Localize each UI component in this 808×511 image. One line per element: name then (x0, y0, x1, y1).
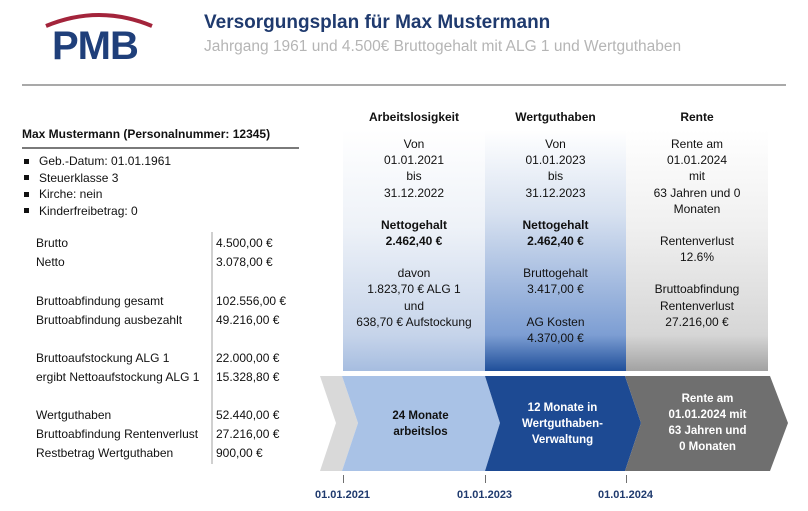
person-facts: Geb.-Datum: 01.01.1961 Steuerklasse 3 Ki… (22, 153, 171, 219)
fact-item: Steuerklasse 3 (22, 170, 171, 187)
financial-row: Restbetrag Wertguthaben 900,00 € (36, 446, 263, 460)
header-divider (22, 84, 786, 86)
segment-wertguthaben (485, 376, 641, 471)
financial-row: Bruttoabfindung ausbezahlt 49.216,00 € (36, 313, 280, 327)
financial-row: Netto 3.078,00 € (36, 255, 273, 269)
column-arbeitslosigkeit: Von 01.01.2021 bis 31.12.2022 Nettogehal… (343, 130, 485, 371)
details-block: Bruttoabfindung Rentenverlust 27.216,00 … (654, 282, 740, 329)
period-block: Von 01.01.2021 bis 31.12.2022 (383, 137, 445, 200)
segment-label-unemployment: 24 Monate arbeitslos (392, 410, 449, 438)
segment-label-rente: Rente am 01.01.2024 mit 63 Jahren und 0 … (668, 393, 747, 453)
timeline-tick (343, 475, 344, 483)
period-block: Von 01.01.2023 bis 31.12.2023 (525, 137, 586, 200)
logo-text: PMB (52, 24, 139, 68)
financials-divider (211, 232, 213, 464)
page-title: Versorgungsplan für Max Mustermann (204, 12, 551, 33)
tick-label-2024: 01.01.2024 (598, 489, 654, 501)
financial-row: Bruttoabfindung gesamt 102.556,00 € (36, 294, 287, 308)
column-heading-rente: Rente (680, 110, 714, 124)
details-block: davon 1.823,70 € ALG 1 und 638,70 € Aufs… (356, 266, 472, 329)
page-subtitle: Jahrgang 1961 und 4.500€ Bruttogehalt mi… (204, 38, 682, 55)
column-heading-arbeitslosigkeit: Arbeitslosigkeit (368, 110, 460, 124)
period-block: Rente am 01.01.2024 mit 63 Jahren und 0 … (653, 137, 741, 216)
chevron-start-icon (320, 376, 358, 471)
column-heading-wertguthaben: Wertguthaben (515, 110, 596, 124)
bullet-icon (24, 191, 29, 197)
timeline (300, 376, 790, 471)
column-wertguthaben: Von 01.01.2023 bis 31.12.2023 Nettogehal… (485, 130, 626, 371)
fact-item: Kinderfreibetrag: 0 (22, 203, 171, 220)
financial-row: Wertguthaben 52.440,00 € (36, 408, 280, 422)
bullet-icon (24, 158, 29, 164)
fact-item: Kirche: nein (22, 186, 171, 203)
financial-row: Brutto 4.500,00 € (36, 236, 273, 250)
financial-row: Bruttoaufstockung ALG 1 22.000,00 € (36, 351, 280, 365)
tick-label-2023: 01.01.2023 (457, 489, 513, 501)
bullet-icon (24, 175, 29, 181)
column-rente: Rente am 01.01.2024 mit 63 Jahren und 0 … (626, 130, 768, 371)
timeline-tick (485, 475, 486, 483)
pension-loss-block: Rentenverlust 12.6% (659, 234, 735, 265)
bullet-icon (24, 208, 29, 214)
pmb-logo: PMB (40, 8, 158, 68)
logo-arc-icon (45, 13, 153, 28)
person-divider (22, 147, 299, 149)
fact-item: Geb.-Datum: 01.01.1961 (22, 153, 171, 170)
financial-row: Bruttoabfindung Rentenverlust 27.216,00 € (36, 427, 280, 441)
timeline-arrows (320, 376, 788, 471)
person-name: Max Mustermann (Personalnummer: 12345) (22, 127, 271, 141)
net-salary-block: Nettogehalt 2.462,40 € (381, 217, 447, 249)
timeline-tick (626, 475, 627, 483)
details-block: Bruttogehalt 3.417,00 € AG Kosten 4.370,… (523, 266, 588, 346)
financial-row: ergibt Nettoaufstockung ALG 1 15.328,80 € (36, 370, 280, 384)
segment-rente (625, 376, 788, 471)
net-salary-block: Nettogehalt 2.462,40 € (522, 217, 589, 249)
tick-label-2021: 01.01.2021 (315, 489, 371, 501)
segment-label-wertguthaben: 12 Monate in Wertguthaben- Verwaltung (522, 402, 603, 446)
segment-unemployment (342, 376, 500, 471)
